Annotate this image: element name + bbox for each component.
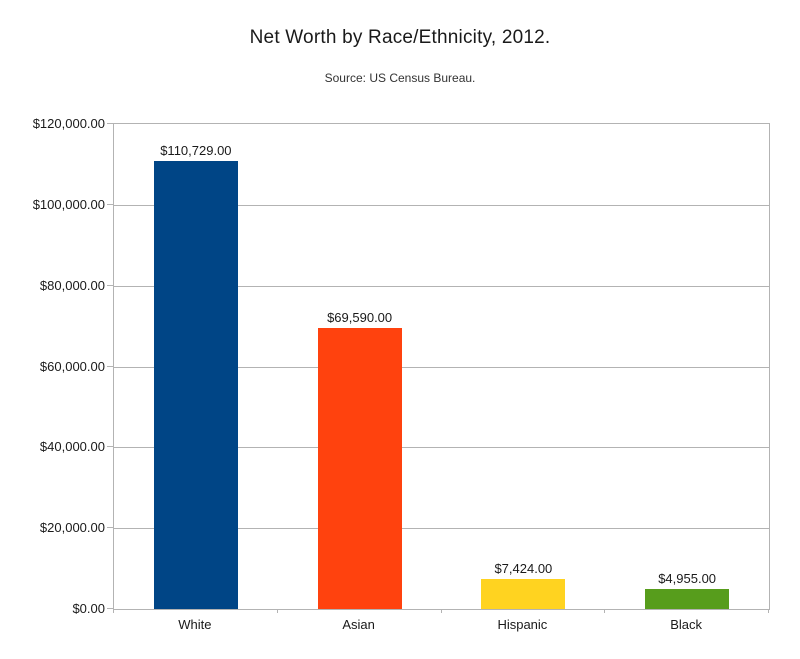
gridline: [114, 447, 769, 449]
y-axis-tick-mark: [107, 123, 114, 124]
y-axis-tick-mark: [107, 527, 114, 529]
y-axis-tick-label: $60,000.00: [39, 358, 105, 374]
x-axis-category-label: Black: [670, 617, 703, 632]
bar-value-label: $110,729.00: [160, 143, 232, 159]
y-axis-tick-label: $0.00: [72, 601, 105, 616]
y-axis-tick-label: $100,000.00: [32, 196, 105, 212]
bar-black: [645, 588, 730, 609]
chart-title: Net Worth by Race/Ethnicity, 2012.: [249, 27, 551, 48]
y-axis-tick-label: $80,000.00: [39, 277, 105, 293]
bar-value-label: $69,590.00: [327, 309, 393, 325]
gridline: [114, 204, 769, 206]
chart-subtitle: Source: US Census Bureau.: [324, 71, 476, 85]
y-axis-tick-label: $120,000.00: [32, 116, 105, 131]
bar-asian: [317, 327, 402, 609]
x-axis-category-label: Hispanic: [497, 617, 548, 632]
y-axis-tick-mark: [107, 284, 114, 286]
x-axis-tick-mark: [768, 609, 769, 613]
x-axis-category-label: White: [178, 617, 212, 632]
x-axis-tick-mark: [440, 609, 442, 613]
x-axis-tick-mark: [604, 609, 606, 613]
gridline: [114, 528, 769, 530]
y-axis-tick-mark: [107, 365, 114, 367]
y-axis-tick-mark: [107, 203, 114, 205]
y-axis-tick-label: $40,000.00: [39, 439, 105, 455]
y-axis-tick-mark: [107, 446, 114, 448]
plot-area: $110,729.00 $69,590.00 $7,424.00 $4,955.00: [113, 123, 770, 610]
x-axis-tick-mark: [276, 609, 278, 613]
y-axis-tick-mark: [107, 608, 114, 609]
y-axis-tick-label: $20,000.00: [39, 520, 105, 536]
x-axis-tick-mark: [113, 609, 114, 613]
bar-value-label: $4,955.00: [658, 570, 717, 586]
bar-white: [153, 161, 238, 609]
bar-hispanic: [481, 579, 566, 609]
gridline: [114, 285, 769, 287]
x-axis-category-label: Asian: [342, 617, 375, 632]
gridline: [114, 366, 769, 368]
bar-value-label: $7,424.00: [494, 560, 553, 576]
